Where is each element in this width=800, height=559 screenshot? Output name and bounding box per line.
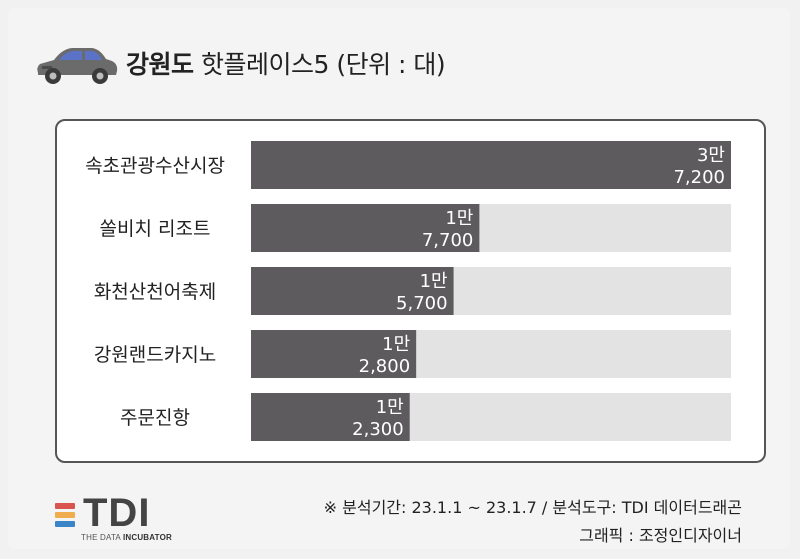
bar — [251, 141, 731, 189]
header: 강원도 핫플레이스5 (단위 : 대) — [32, 38, 446, 88]
chart-panel: 속초관광수산시장 3만 7,200 쏠비치 리조트 1만 7,700 화천산천어축제 1만 5,… — [55, 119, 766, 463]
data-label-line2: 7,200 — [673, 167, 725, 188]
chart-title: 강원도 핫플레이스5 (단위 : 대) — [126, 45, 446, 81]
graphic-credit: 그래픽 : 조정인디자이너 — [579, 526, 742, 545]
data-label-line2: 2,300 — [352, 419, 404, 440]
category-label: 강원랜드카지노 — [94, 344, 216, 366]
source-note: ※ 분석기간: 23.1.1 ~ 23.1.7 / 분석도구: TDI 데이터드… — [323, 498, 742, 517]
bar — [251, 267, 454, 315]
title-region: 강원도 — [126, 50, 194, 79]
data-label-line1: 1만 — [376, 397, 404, 418]
category-label: 쏠비치 리조트 — [100, 218, 211, 240]
bar — [251, 204, 480, 252]
category-label: 속초관광수산시장 — [85, 155, 225, 177]
logo-stripe-blue — [55, 521, 75, 527]
data-label-line1: 1만 — [382, 334, 410, 355]
category-label: 주문진항 — [120, 407, 190, 429]
car-icon — [37, 48, 118, 84]
tdi-logo: TDI THE DATA INCUBATOR — [55, 491, 175, 547]
logo-tagline: THE DATA INCUBATOR — [81, 533, 172, 542]
data-label-line1: 1만 — [445, 208, 473, 229]
title-subject: 핫플레이스5 (단위 : 대) — [193, 50, 446, 79]
data-label-line1: 1만 — [420, 271, 448, 292]
data-label-line1: 3만 — [697, 145, 725, 166]
data-label-line2: 7,700 — [422, 230, 474, 251]
logo-wordmark: TDI — [83, 491, 151, 535]
data-label-line2: 5,700 — [396, 293, 448, 314]
category-label: 화천산천어축제 — [94, 281, 216, 303]
bar — [251, 393, 410, 441]
logo-tagline-bold: INCUBATOR — [122, 533, 173, 542]
infographic-card: 강원도 핫플레이스5 (단위 : 대) 속초관광수산시장 3만 7,200 쏠비치 리… — [8, 8, 790, 549]
logo-stripe-red — [55, 503, 75, 509]
logo-tagline-plain: THE DATA — [81, 533, 123, 542]
bar — [251, 330, 417, 378]
data-label-line2: 2,800 — [359, 356, 411, 377]
logo-stripe-orange — [55, 512, 75, 518]
